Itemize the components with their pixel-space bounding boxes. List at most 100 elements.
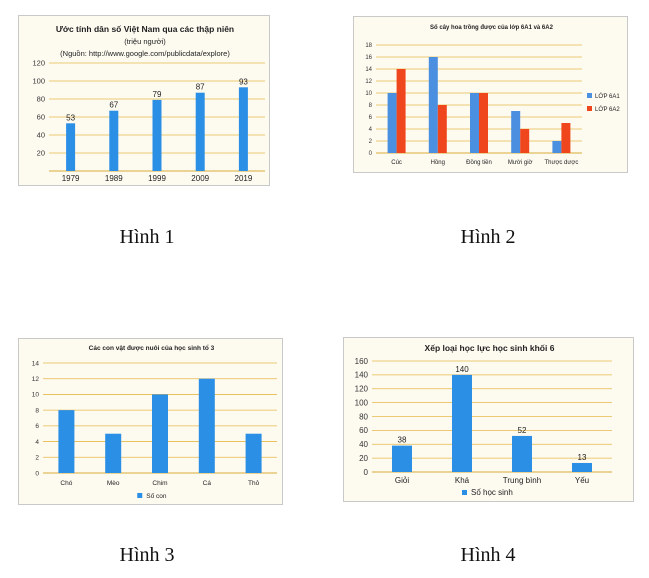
chart-4-y-tick-label: 60	[359, 426, 368, 435]
chart-2-legend-swatch	[587, 93, 592, 98]
chart-4-y-tick-label: 140	[355, 371, 369, 380]
chart-2-bar	[561, 123, 571, 153]
chart-2-y-tick-label: 8	[369, 103, 373, 109]
chart-1-x-tick-label: 2009	[191, 174, 209, 183]
chart-3-y-tick-label: 6	[35, 423, 39, 430]
chart-2-y-tick-label: 2	[369, 139, 373, 145]
chart-2-legend-label: LỚP 6A1	[595, 93, 620, 100]
chart-card-4: Xếp loại học lực học sinh khối 6 0 20 40 60 8…	[343, 337, 634, 502]
chart-3-x-tick-label: Cá	[203, 480, 212, 487]
chart-1-x-tick-label: 2019	[235, 174, 253, 183]
chart-2-y-tick-label: 0	[369, 151, 373, 157]
chart-2-y-tick-label: 4	[369, 127, 373, 133]
chart-3-x-tick-label: Mèo	[107, 480, 120, 487]
chart-2-bar	[479, 93, 488, 153]
chart-4-x-tick-label: Yếu	[575, 476, 589, 485]
chart-1-y-tick-label: 40	[37, 131, 45, 140]
chart-4-y-tick-label: 40	[359, 440, 368, 449]
chart-4-legend-swatch	[462, 490, 467, 495]
chart-2-bar	[387, 93, 397, 153]
chart-1-x-tick-label: 1999	[148, 174, 166, 183]
chart-3-y-tick-label: 2	[35, 455, 39, 462]
chart-1-data-label: 53	[66, 113, 75, 122]
chart-card-1: Ước tính dân số Việt Nam qua các thập ni…	[18, 15, 270, 186]
chart-3-y-tick-label: 12	[32, 376, 40, 383]
chart-2-legend-label: LỚP 6A2	[595, 106, 620, 113]
chart-4-y-tick-label: 120	[355, 385, 369, 394]
chart-4-data-label: 52	[518, 426, 527, 435]
chart-1-y-tick-label: 100	[32, 77, 45, 86]
chart-2-y-tick-label: 6	[369, 115, 373, 121]
chart-1-data-label: 67	[109, 101, 118, 110]
caption-4: Hình 4	[460, 544, 516, 566]
chart-1-bar	[109, 110, 119, 171]
chart-2-y-tick-label: 12	[365, 79, 372, 85]
chart-3-y-tick-label: 10	[32, 392, 40, 399]
chart-2-x-tick-label: Mười giờ	[508, 160, 533, 166]
chart-4-svg: Xếp loại học lực học sinh khối 6 0 20 40 60 8…	[355, 343, 612, 497]
chart-4-x-tick-label: Trung bình	[503, 476, 541, 485]
chart-1-data-label: 87	[196, 83, 205, 92]
chart-2-svg: Số cây hoa trồng được của lớp 6A1 và 6A2…	[365, 24, 620, 166]
chart-4-bar	[512, 435, 532, 472]
chart-3-svg: Các con vật được nuôi của học sinh tổ 3 0…	[32, 344, 277, 500]
chart-3-bar	[105, 433, 122, 473]
chart-2-bar	[552, 141, 562, 153]
chart-4-x-tick-label: Khá	[455, 476, 470, 485]
chart-1-bar	[152, 99, 162, 171]
chart-4-y-tick-label: 0	[364, 468, 369, 477]
chart-3-bar	[58, 410, 75, 473]
chart-1-y-tick-label: 20	[37, 149, 45, 158]
chart-1-x-tick-label: 1979	[62, 174, 80, 183]
chart-2-bar	[396, 69, 406, 153]
chart-3-y-tick-label: 8	[35, 407, 39, 414]
chart-1-y-tick-label: 60	[37, 113, 45, 122]
chart-1-data-label: 79	[153, 90, 162, 99]
chart-2-y-tick-label: 14	[365, 67, 372, 73]
chart-3-bar	[152, 394, 168, 473]
chart-1-data-label: 93	[239, 77, 248, 86]
caption-3: Hình 3	[119, 544, 175, 566]
chart-1-x-tick-label: 1989	[105, 174, 123, 183]
chart-card-3: Các con vật được nuôi của học sinh tổ 3 0…	[18, 338, 283, 505]
chart-3-y-tick-label: 0	[35, 470, 39, 477]
chart-1-subtitle: (triệu người)	[124, 37, 166, 46]
chart-2-bar	[511, 111, 521, 153]
chart-3-bar	[198, 378, 215, 473]
chart-4-legend-label: Số học sinh	[471, 488, 513, 497]
chart-3-bar	[245, 433, 262, 473]
chart-2-x-tick-label: Hồng	[431, 160, 445, 166]
chart-3-y-tick-label: 4	[35, 439, 39, 446]
chart-3-x-tick-label: Chim	[152, 480, 167, 487]
chart-1-bar	[238, 87, 248, 171]
caption-2: Hình 2	[460, 226, 516, 248]
chart-3-x-tick-label: Chó	[60, 480, 72, 487]
chart-1-svg: Ước tính dân số Việt Nam qua các thập ni…	[32, 24, 265, 183]
chart-4-data-label: 140	[455, 365, 469, 374]
chart-3-x-tick-label: Thỏ	[248, 479, 260, 487]
chart-4-y-tick-label: 100	[355, 398, 369, 407]
chart-2-y-tick-label: 10	[365, 91, 372, 97]
chart-4-bar	[392, 445, 412, 472]
chart-2-x-tick-label: Thược dược	[544, 160, 578, 166]
chart-2-y-tick-label: 18	[365, 43, 372, 49]
chart-4-data-label: 13	[578, 453, 587, 462]
chart-4-data-label: 38	[398, 436, 407, 445]
chart-4-title: Xếp loại học lực học sinh khối 6	[425, 343, 555, 353]
chart-2-legend-swatch	[587, 106, 592, 111]
chart-2-bar	[437, 105, 447, 153]
chart-1-source: (Nguồn: http://www.google.com/publicdata…	[60, 49, 230, 58]
chart-2-bar	[470, 93, 479, 153]
caption-1: Hình 1	[119, 226, 175, 248]
chart-2-title: Số cây hoa trồng được của lớp 6A1 và 6A2	[430, 24, 554, 31]
chart-1-y-tick-label: 120	[32, 59, 45, 68]
chart-3-legend-swatch	[137, 493, 143, 498]
chart-4-y-tick-label: 160	[355, 357, 369, 366]
chart-3-legend-label: Số con	[146, 491, 167, 500]
chart-4-y-tick-label: 20	[359, 454, 368, 463]
chart-1-bar	[66, 123, 76, 171]
chart-1-bar	[195, 92, 205, 171]
chart-4-bar	[452, 374, 472, 472]
chart-4-x-tick-label: Giỏi	[395, 476, 409, 485]
chart-3-y-tick-label: 14	[32, 360, 40, 367]
